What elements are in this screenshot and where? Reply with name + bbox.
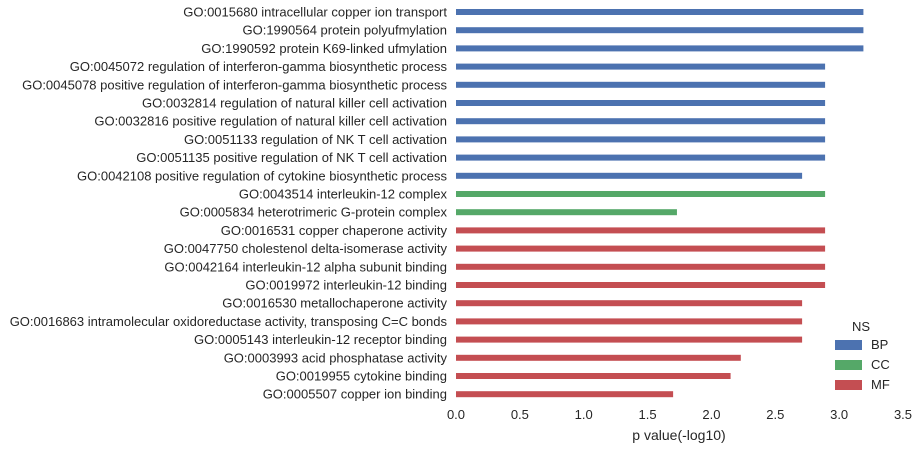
bar (456, 154, 826, 161)
category-label: GO:0042164 interleukin-12 alpha subunit … (164, 259, 447, 274)
bar (456, 209, 677, 216)
category-label: GO:0051133 regulation of NK T cell activ… (184, 132, 447, 147)
category-label: GO:1990592 protein K69-linked ufmylation (201, 41, 447, 56)
category-label: GO:1990564 protein polyufmylation (242, 23, 447, 38)
category-label: GO:0003993 acid phosphatase activity (224, 350, 448, 365)
x-tick-label: 0.0 (447, 407, 465, 422)
x-axis-label: p value(-log10) (632, 427, 725, 443)
legend-label-bp: BP (871, 337, 888, 352)
category-label: GO:0047750 cholestenol delta-isomerase a… (164, 241, 448, 256)
category-label: GO:0032816 positive regulation of natura… (94, 114, 447, 129)
category-label: GO:0016531 copper chaperone activity (221, 223, 448, 238)
category-label: GO:0019955 cytokine binding (276, 369, 447, 384)
category-label: GO:0016863 intramolecular oxidoreductase… (10, 314, 448, 329)
bar (456, 227, 826, 234)
bar (456, 27, 864, 34)
bar (456, 136, 826, 143)
bar (456, 45, 864, 52)
bar (456, 245, 826, 252)
category-label: GO:0005834 heterotrimeric G-protein comp… (180, 205, 448, 220)
x-axis-ticks: 0.0 0.5 1.0 1.5 2.0 2.5 3.0 3.5 (447, 407, 912, 422)
x-tick-label: 1.5 (639, 407, 657, 422)
bar (456, 336, 803, 343)
category-label: GO:0045078 positive regulation of interf… (22, 77, 447, 92)
category-label: GO:0043514 interleukin-12 complex (239, 187, 448, 202)
bar (456, 300, 803, 307)
category-label: GO:0051135 positive regulation of NK T c… (136, 150, 447, 165)
bar (456, 373, 731, 379)
bar (456, 191, 826, 197)
bar (456, 282, 826, 288)
category-label: GO:0015680 intracellular copper ion tran… (183, 5, 447, 20)
category-label: GO:0005143 interleukin-12 receptor bindi… (194, 332, 447, 347)
legend-title: NS (852, 319, 870, 334)
legend-swatch-mf (835, 380, 862, 390)
bar-group (456, 9, 864, 398)
category-label: GO:0016530 metallochaperone activity (222, 296, 447, 311)
x-tick-label: 0.5 (511, 407, 529, 422)
legend-label-mf: MF (871, 377, 890, 392)
legend-swatch-cc (835, 360, 862, 370)
bar (456, 100, 826, 106)
category-label: GO:0032814 regulation of natural killer … (142, 96, 447, 111)
category-label: GO:0005507 copper ion binding (263, 387, 447, 402)
bar (456, 172, 803, 179)
x-tick-label: 2.0 (702, 407, 720, 422)
bar (456, 118, 826, 125)
x-tick-label: 1.0 (575, 407, 593, 422)
bar (456, 263, 826, 270)
bar (456, 318, 803, 325)
bar (456, 391, 674, 398)
legend: NS BP CC MF (835, 319, 890, 392)
legend-label-cc: CC (871, 357, 890, 372)
category-label: GO:0019972 interleukin-12 binding (245, 278, 447, 293)
category-label: GO:0042108 positive regulation of cytoki… (77, 168, 447, 183)
bar (456, 354, 741, 361)
x-tick-label: 2.5 (766, 407, 784, 422)
bar (456, 81, 826, 88)
x-tick-label: 3.0 (830, 407, 848, 422)
bar (456, 63, 826, 70)
legend-swatch-bp (835, 340, 862, 350)
category-label: GO:0045072 regulation of interferon-gamm… (70, 59, 448, 74)
bar (456, 9, 864, 15)
x-tick-label: 3.5 (894, 407, 912, 422)
category-labels: GO:0015680 intracellular copper ion tran… (10, 5, 448, 402)
